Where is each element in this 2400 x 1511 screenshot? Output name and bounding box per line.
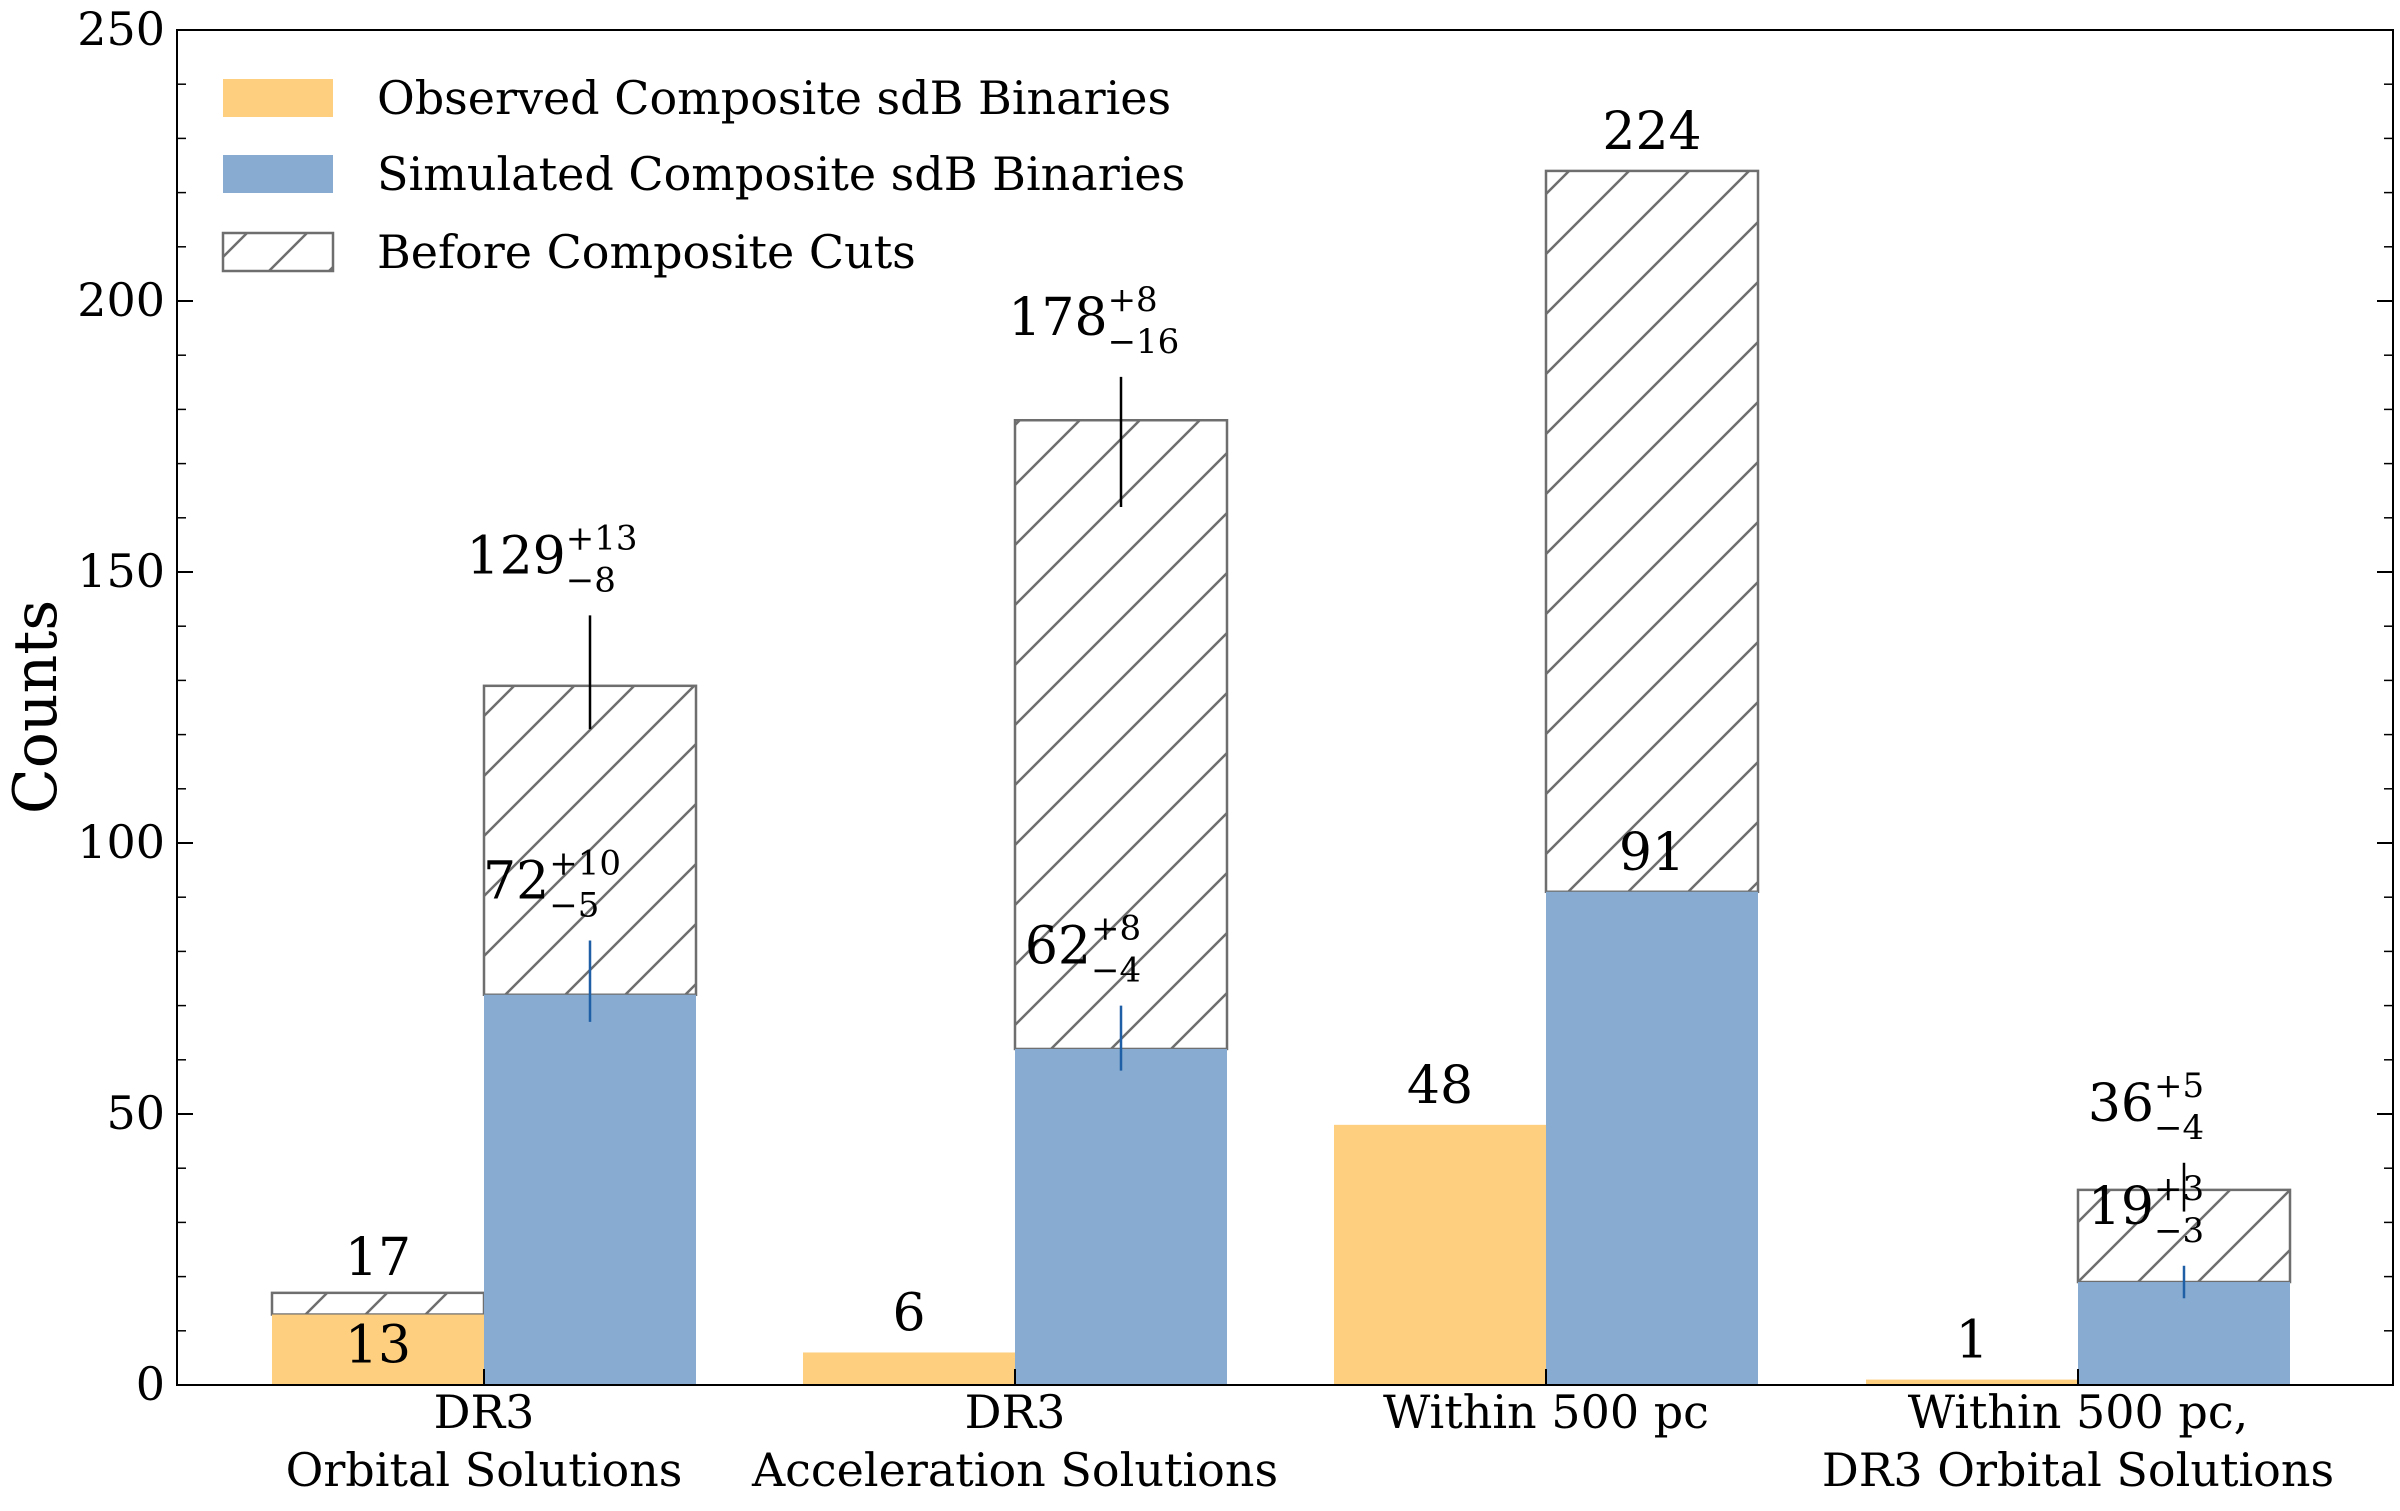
bar-simulated — [1015, 1048, 1227, 1385]
y-tick-label: 0 — [136, 1357, 165, 1411]
legend-swatch-before-cuts — [221, 231, 335, 273]
data-label-before-cuts-simulated: 224 — [1602, 102, 1701, 162]
data-label-simulated: 91 — [1619, 823, 1685, 883]
bar-observed — [1866, 1379, 2078, 1385]
x-category-label: DR3 — [434, 1385, 535, 1439]
x-category-label: Within 500 pc — [1383, 1385, 1709, 1439]
data-label-observed: 1 — [1955, 1311, 1988, 1371]
y-tick-label: 100 — [77, 815, 165, 869]
data-label-observed: 13 — [345, 1316, 411, 1376]
legend-label-before-cuts: Before Composite Cuts — [377, 225, 916, 279]
bar-observed — [803, 1352, 1015, 1385]
x-category-label: Orbital Solutions — [286, 1443, 683, 1497]
data-label-simulated-sub: −5 — [549, 886, 599, 926]
y-tick-label: 200 — [77, 273, 165, 327]
data-label-before-cuts-simulated: 178+8 — [1008, 280, 1157, 348]
bar-before-cuts-simulated — [1544, 169, 1760, 894]
data-label-simulated: 19+3 — [2088, 1169, 2204, 1237]
y-axis-ticks: 0 50 100 150 200 250 — [77, 2, 2393, 1411]
legend-label-observed: Observed Composite sdB Binaries — [377, 71, 1171, 125]
y-tick-label: 50 — [106, 1086, 165, 1140]
data-label-before-cuts-simulated: 36+5 — [2088, 1066, 2204, 1134]
data-label-simulated-sub: −3 — [2154, 1211, 2204, 1251]
legend-label-simulated: Simulated Composite sdB Binaries — [377, 147, 1185, 201]
error-bars-layer — [588, 376, 2186, 1299]
bar-before-cuts-observed — [270, 1291, 486, 1316]
bar-labels-layer: 131772+10−5129+13−8662+8−4178+8−16489122… — [345, 102, 2204, 1376]
data-label-before-cuts-simulated: 129+13 — [466, 518, 637, 586]
bar-simulated — [2078, 1282, 2290, 1385]
x-category-label: Acceleration Solutions — [751, 1443, 1278, 1497]
bar-simulated — [1546, 891, 1758, 1385]
bar-observed — [272, 1314, 484, 1385]
y-tick-label: 150 — [77, 544, 165, 598]
y-axis-title: Counts — [1, 600, 71, 814]
data-label-before-cuts-simulated-sub: −16 — [1108, 322, 1180, 362]
data-label-simulated: 72+10 — [483, 844, 621, 912]
data-label-before-cuts-observed: 17 — [345, 1228, 411, 1288]
legend-swatch-simulated — [223, 155, 333, 193]
data-label-simulated-sub: −4 — [1091, 951, 1141, 991]
x-category-label: Within 500 pc, — [1908, 1385, 2249, 1439]
data-label-observed: 48 — [1407, 1056, 1473, 1116]
axes — [176, 29, 2394, 1386]
data-label-simulated: 62+8 — [1025, 909, 1141, 977]
plot-frame — [176, 29, 2394, 1386]
data-label-observed: 6 — [892, 1283, 925, 1343]
data-label-before-cuts-simulated-sub: −8 — [566, 560, 616, 600]
y-tick-label: 250 — [77, 2, 165, 56]
data-label-before-cuts-simulated-sub: −4 — [2154, 1108, 2204, 1148]
bar-simulated — [484, 994, 696, 1385]
legend-swatch-observed — [223, 79, 333, 117]
bars-layer — [270, 169, 2292, 1385]
x-category-label: DR3 Orbital Solutions — [1822, 1443, 2334, 1497]
x-category-label: DR3 — [965, 1385, 1066, 1439]
legend: Observed Composite sdB Binaries Simulate… — [221, 71, 1185, 279]
bar-observed — [1334, 1124, 1546, 1385]
